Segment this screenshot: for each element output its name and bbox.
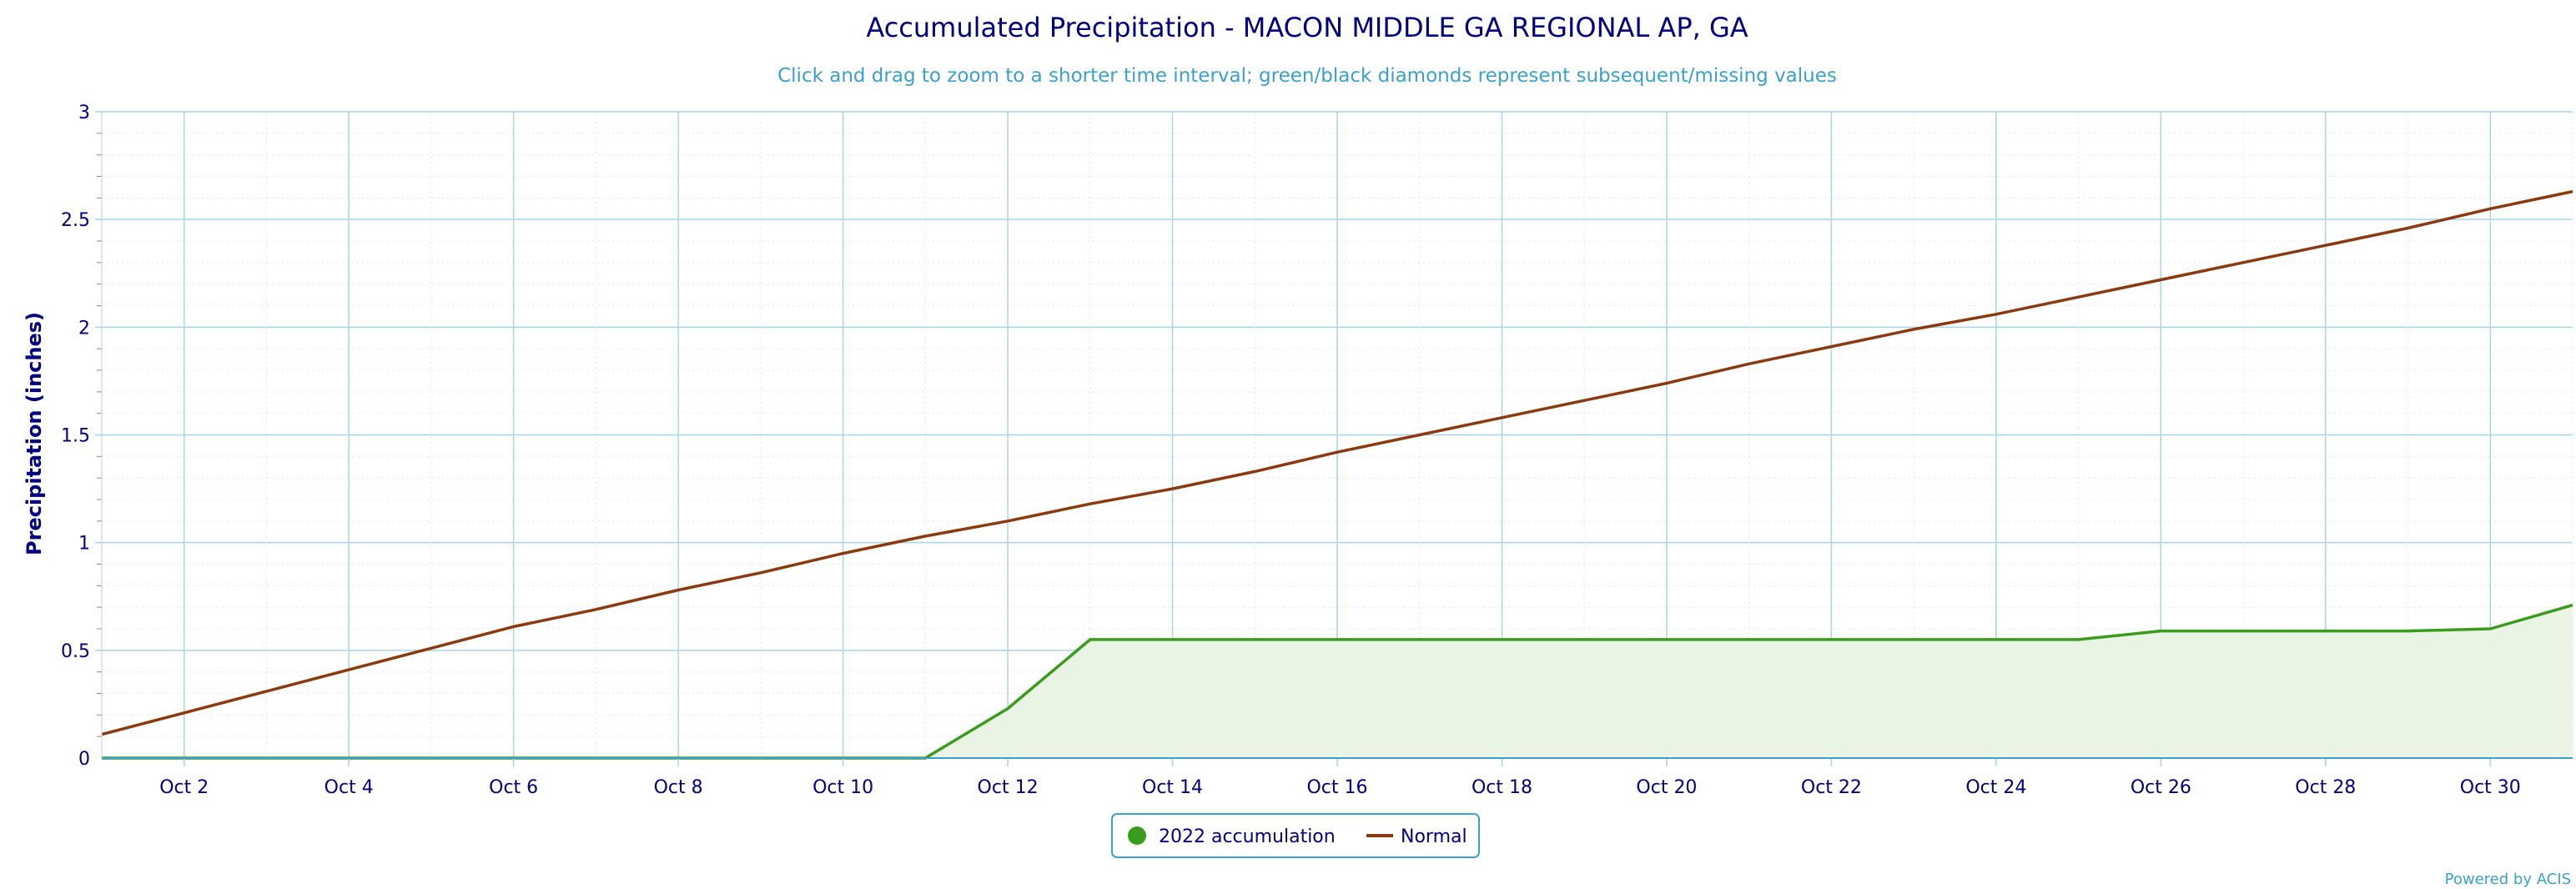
y-tick-label: 1 xyxy=(78,534,90,555)
x-tick-label: Oct 2 xyxy=(159,777,209,798)
y-tick-label: 1.5 xyxy=(61,426,90,447)
credit-link[interactable]: Powered by ACIS xyxy=(2445,871,2571,888)
accumulation-point[interactable] xyxy=(1250,635,1259,644)
accumulation-point[interactable] xyxy=(1497,635,1506,644)
normal-point[interactable] xyxy=(1827,343,1835,351)
normal-point[interactable] xyxy=(345,665,353,674)
normal-point[interactable] xyxy=(2239,259,2247,267)
accumulation-point[interactable] xyxy=(2404,627,2412,635)
normal-point[interactable] xyxy=(1086,500,1094,508)
accumulation-point[interactable] xyxy=(2075,635,2083,644)
normal-point[interactable] xyxy=(1004,517,1012,525)
normal-point[interactable] xyxy=(921,532,929,540)
accumulation-point[interactable] xyxy=(2156,627,2165,635)
normal-point[interactable] xyxy=(2568,188,2576,196)
accumulation-point[interactable] xyxy=(2239,627,2247,635)
x-tick-label: Oct 22 xyxy=(1801,777,1862,798)
normal-point[interactable] xyxy=(674,586,682,595)
legend-accumulation-label: 2022 accumulation xyxy=(1159,826,1336,847)
accumulation-point[interactable] xyxy=(1827,635,1835,644)
y-tick-label: 0 xyxy=(78,749,90,770)
tick-labels: 0 0.5 1 1.5 2 2.5 3 Oct 2 Oct 4 Oct 6 Oct 8 Oct 10 O… xyxy=(61,103,2521,798)
legend-accumulation-marker xyxy=(1128,826,1146,845)
x-tick-label: Oct 8 xyxy=(654,777,703,798)
accumulation-point[interactable] xyxy=(1333,635,1341,644)
normal-point[interactable] xyxy=(1909,325,1918,334)
legend[interactable]: 2022 accumulation Normal xyxy=(1111,813,1480,858)
normal-point[interactable] xyxy=(1416,431,1424,439)
axes xyxy=(101,112,2573,766)
y-tick-label: 2.5 xyxy=(61,210,90,231)
accumulation-point[interactable] xyxy=(1416,635,1424,644)
legend-normal-label: Normal xyxy=(1401,826,1467,847)
accumulation-area-layer xyxy=(102,605,2573,758)
normal-point[interactable] xyxy=(839,550,848,558)
x-tick-label: Oct 28 xyxy=(2295,777,2356,798)
normal-point[interactable] xyxy=(757,569,765,577)
accumulation-point[interactable] xyxy=(1909,635,1918,644)
normal-point[interactable] xyxy=(2075,293,2083,301)
normal-point[interactable] xyxy=(2156,276,2165,284)
normal-point[interactable] xyxy=(2486,204,2494,213)
normal-point[interactable] xyxy=(510,622,518,630)
normal-point[interactable] xyxy=(2404,224,2412,233)
accumulation-point[interactable] xyxy=(1086,635,1094,644)
normal-point[interactable] xyxy=(180,709,189,717)
accumulation-area xyxy=(102,605,2573,758)
x-tick-label: Oct 6 xyxy=(489,777,538,798)
x-tick-label: Oct 4 xyxy=(325,777,374,798)
x-tick-label: Oct 20 xyxy=(1636,777,1697,798)
accumulation-point[interactable] xyxy=(1169,635,1177,644)
x-tick-label: Oct 10 xyxy=(813,777,873,798)
y-tick-label: 2 xyxy=(78,318,90,339)
x-tick-label: Oct 24 xyxy=(1965,777,2026,798)
accumulation-point[interactable] xyxy=(1580,635,1588,644)
normal-point[interactable] xyxy=(2322,241,2330,249)
normal-point[interactable] xyxy=(1250,467,1259,475)
x-tick-label: Oct 16 xyxy=(1306,777,1367,798)
y-axis-title: Precipitation (inches) xyxy=(23,312,46,555)
grid xyxy=(95,111,2573,758)
accumulation-point[interactable] xyxy=(1992,635,2000,644)
normal-point[interactable] xyxy=(427,644,435,652)
normal-point[interactable] xyxy=(1992,310,2000,319)
normal-point[interactable] xyxy=(262,687,270,696)
normal-point[interactable] xyxy=(1169,485,1177,493)
legend-item-accumulation[interactable]: 2022 accumulation xyxy=(1128,826,1336,847)
y-tick-label: 0.5 xyxy=(61,641,90,662)
accumulation-point[interactable] xyxy=(2486,625,2494,633)
normal-line[interactable] xyxy=(101,189,2573,736)
normal-point[interactable] xyxy=(1580,396,1588,404)
accumulation-point[interactable] xyxy=(2322,627,2330,635)
accumulation-point[interactable] xyxy=(1745,635,1753,644)
legend-item-normal[interactable]: Normal xyxy=(1366,826,1467,847)
x-tick-label: Oct 26 xyxy=(2131,777,2191,798)
normal-point[interactable] xyxy=(1497,414,1506,422)
x-tick-label: Oct 30 xyxy=(2460,777,2521,798)
normal-point[interactable] xyxy=(591,605,600,614)
chart-subtitle: Click and drag to zoom to a shorter time… xyxy=(777,65,1837,87)
x-tick-label: Oct 18 xyxy=(1472,777,1532,798)
legend-box xyxy=(1111,813,1480,858)
normal-point[interactable] xyxy=(1333,448,1341,456)
x-tick-label: Oct 12 xyxy=(978,777,1039,798)
normal-point[interactable] xyxy=(1745,359,1753,368)
x-tick-label: Oct 14 xyxy=(1142,777,1203,798)
normal-point[interactable] xyxy=(1663,379,1671,388)
chart-title: Accumulated Precipitation - MACON MIDDLE… xyxy=(866,12,1748,43)
accumulation-point[interactable] xyxy=(1663,635,1671,644)
y-tick-label: 3 xyxy=(78,103,90,123)
accumulation-point[interactable] xyxy=(1004,705,1012,713)
